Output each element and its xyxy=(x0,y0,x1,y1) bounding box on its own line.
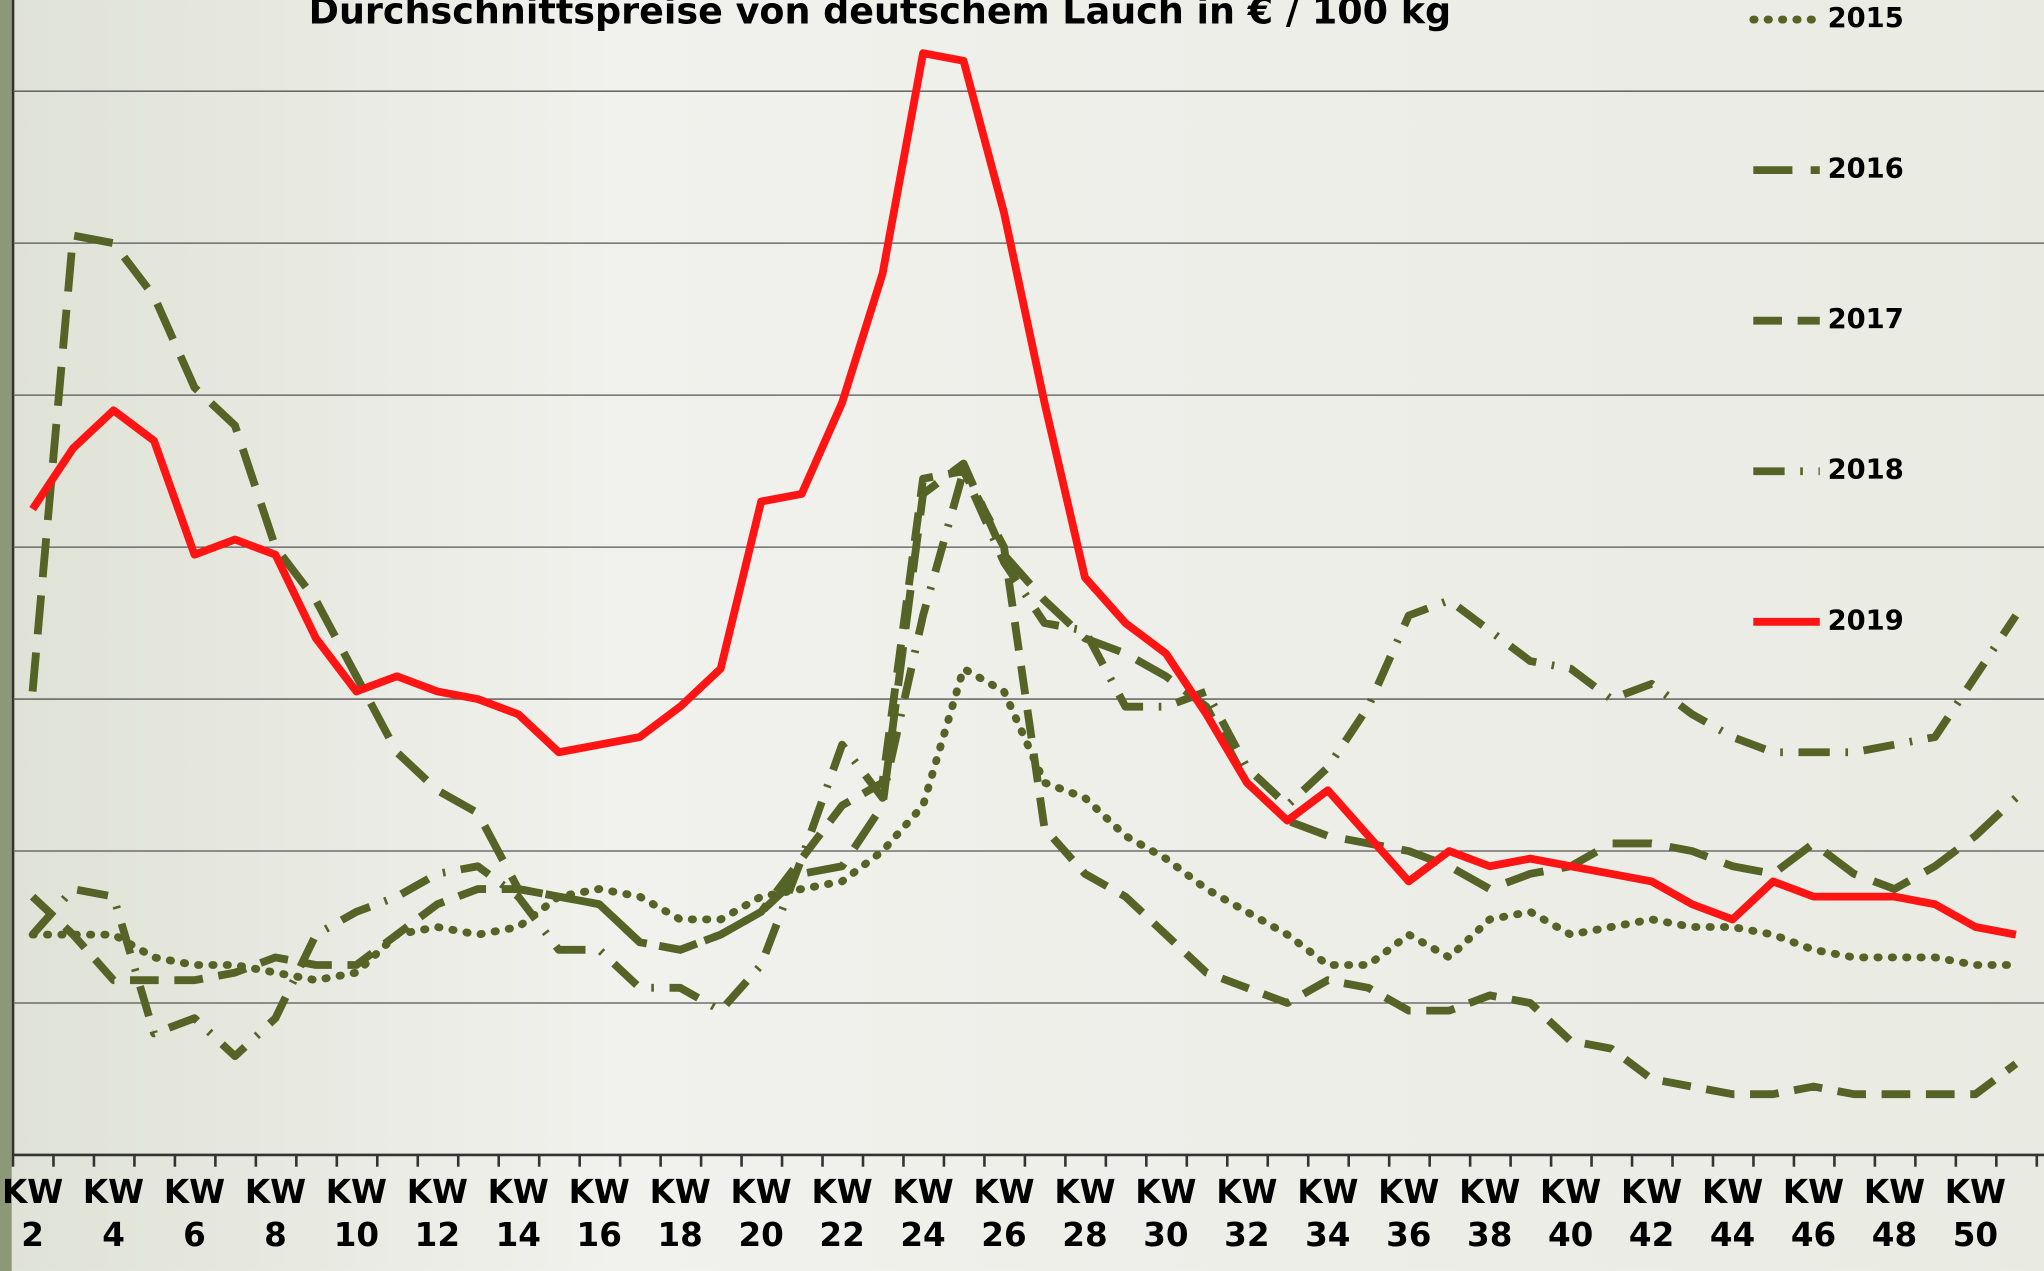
x-tick-label-text: KW 16 xyxy=(568,1173,630,1255)
x-tick-label: KW 2 xyxy=(1,1173,64,1255)
x-tick-label: KW 46 xyxy=(1782,1173,1845,1255)
x-tick-label-text: KW 4 xyxy=(82,1173,145,1255)
x-tick-label-text: KW 46 xyxy=(1782,1173,1845,1255)
x-tick-label: KW 28 xyxy=(1054,1173,1116,1255)
x-tick-label: KW 8 xyxy=(244,1173,307,1255)
x-tick-label: KW 36 xyxy=(1378,1173,1440,1255)
x-tick-label-text: KW 40 xyxy=(1540,1173,1602,1255)
x-tick-label: KW 24 xyxy=(892,1173,954,1255)
x-tick-label-text: KW 20 xyxy=(730,1173,792,1255)
x-tick-label-text: KW 10 xyxy=(325,1173,387,1255)
x-tick-label-text: KW 36 xyxy=(1378,1173,1440,1255)
x-tick-label-text: KW 24 xyxy=(892,1173,954,1255)
legend-label: 2017 xyxy=(1828,304,1904,335)
x-tick-label-text: KW 28 xyxy=(1054,1173,1116,1255)
legend-label: 2018 xyxy=(1828,455,1904,486)
x-tick-label: KW 4 xyxy=(82,1173,145,1255)
x-tick-label-text: KW 34 xyxy=(1297,1173,1359,1255)
x-tick-label: KW 14 xyxy=(487,1173,549,1255)
legend-label: 2015 xyxy=(1828,3,1904,34)
x-tick-label: KW 32 xyxy=(1216,1173,1278,1255)
x-tick-label-text: KW 18 xyxy=(649,1173,711,1255)
series-line xyxy=(29,49,2017,939)
x-tick-label-text: KW 38 xyxy=(1459,1173,1521,1255)
x-tick-label-text: KW 6 xyxy=(163,1173,226,1255)
x-tick-label: KW 42 xyxy=(1621,1173,1683,1255)
x-tick-label-text: KW 12 xyxy=(406,1173,468,1255)
x-tick-label-text: KW 44 xyxy=(1701,1173,1764,1255)
legend-label: 2019 xyxy=(1828,605,1904,636)
chart-title: Durchschnittspreise von deutschem Lauch … xyxy=(309,0,1452,32)
x-tick-label-text: KW 48 xyxy=(1863,1173,1926,1255)
x-tick-label: KW 26 xyxy=(973,1173,1035,1255)
x-tick-label: KW 18 xyxy=(649,1173,711,1255)
x-tick-label-text: KW 32 xyxy=(1216,1173,1278,1255)
x-tick-label: KW 30 xyxy=(1135,1173,1197,1255)
x-tick-label: KW 16 xyxy=(568,1173,630,1255)
x-tick-label: KW 20 xyxy=(730,1173,792,1255)
x-tick-label: KW 34 xyxy=(1297,1173,1359,1255)
x-tick-label: KW 22 xyxy=(811,1173,873,1255)
series-line xyxy=(29,467,2020,1061)
x-tick-label-text: KW 30 xyxy=(1135,1173,1197,1255)
series-line xyxy=(28,664,2020,985)
x-tick-label-text: KW 26 xyxy=(973,1173,1035,1255)
x-tick-label: KW 12 xyxy=(406,1173,468,1255)
x-tick-label: KW 48 xyxy=(1863,1173,1926,1255)
x-tick-label: KW 50 xyxy=(1944,1173,2007,1255)
x-tick-label: KW 40 xyxy=(1540,1173,1602,1255)
left-edge xyxy=(0,0,12,1271)
x-tick-label-text: KW 22 xyxy=(811,1173,873,1255)
x-tick-label: KW 10 xyxy=(325,1173,387,1255)
series-line xyxy=(29,467,2019,1099)
legend-label: 2016 xyxy=(1828,154,1904,185)
x-tick-label-text: KW 50 xyxy=(1944,1173,2007,1255)
x-tick-label: KW 38 xyxy=(1459,1173,1521,1255)
x-tick-label: KW 6 xyxy=(163,1173,226,1255)
x-tick-label: KW 44 xyxy=(1701,1173,1764,1255)
series-line xyxy=(28,231,2019,954)
x-tick-label-text: KW 8 xyxy=(244,1173,307,1255)
x-tick-label-text: KW 42 xyxy=(1621,1173,1683,1255)
x-tick-label-text: KW 2 xyxy=(1,1173,64,1255)
x-tick-label-text: KW 14 xyxy=(487,1173,549,1255)
